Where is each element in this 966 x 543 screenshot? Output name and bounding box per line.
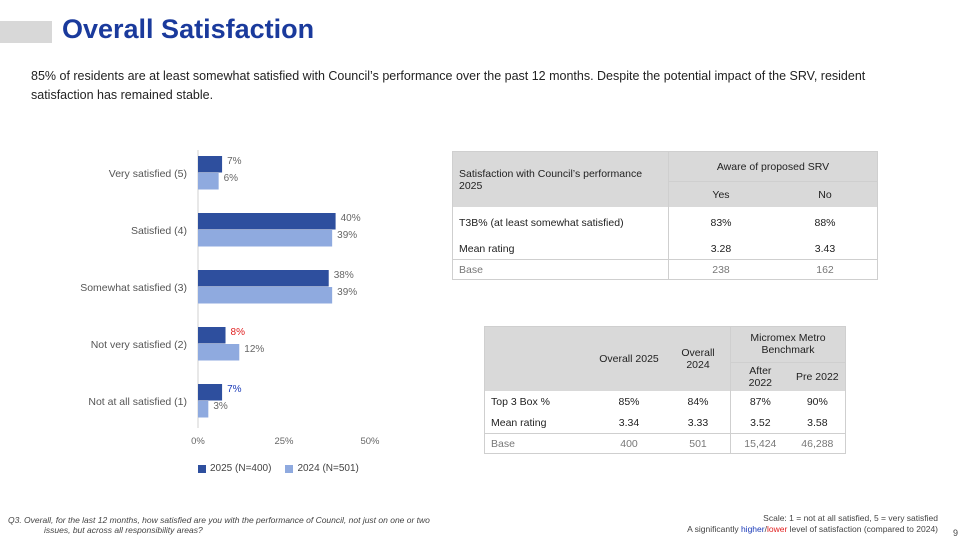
category-label: Not at all satisfied (1)	[88, 396, 187, 408]
bar-2025	[198, 213, 336, 230]
bar-2024	[198, 287, 333, 304]
legend-item-2025: 2025 (N=400)	[198, 463, 271, 474]
legend-swatch-2025	[198, 464, 206, 473]
chart-legend: 2025 (N=400) 2024 (N=501)	[198, 463, 359, 474]
cell-value: 3.33	[687, 417, 709, 429]
scale-text: Scale: 1 = not at all satisfied, 5 = ver…	[763, 513, 938, 523]
table-header-row: Overall 2025 Overall 2024 Micromex Metro…	[484, 326, 846, 371]
x-tick-label: 0%	[191, 436, 205, 447]
category-label: Not very satisfied (2)	[91, 339, 187, 351]
question-footnote: Q3. Overall, for the last 12 months, how…	[8, 515, 528, 535]
data-label: 39%	[337, 287, 357, 298]
cell-value: 90%	[806, 396, 828, 408]
scale-note: Scale: 1 = not at all satisfied, 5 = ver…	[687, 513, 938, 535]
table-row: Top 3 Box % 85% 84% 87% 90%	[485, 391, 846, 413]
bar-2025	[198, 384, 223, 401]
table-row-header: Satisfaction with Council’s performance …	[459, 167, 643, 192]
satisfaction-bar-chart: Very satisfied (5) 7% 6% Satisfied (4) 40% 39…	[80, 150, 380, 447]
cell-value: 83%	[668, 207, 773, 239]
col-header-pre-2022: Pre 2022	[789, 361, 846, 391]
sig-lower: lower	[766, 524, 788, 534]
cell-value: 88%	[814, 217, 836, 229]
page-number: 9	[952, 528, 958, 538]
page-subtitle: 85% of residents are at least somewhat s…	[31, 69, 866, 102]
sig-higher: higher	[740, 524, 765, 534]
x-tick-label: 25%	[274, 436, 294, 447]
legend-label-2025: 2025 (N=400)	[210, 463, 272, 474]
table-corner-cell	[485, 327, 593, 392]
cell-value: 84%	[687, 396, 709, 408]
table-group-header: Aware of proposed SRV	[668, 151, 878, 182]
row-label: Top 3 Box %	[491, 396, 550, 408]
table-row: T3B% (at least somewhat satisfied) 83% 8…	[453, 207, 878, 239]
question-line-1: Q3. Overall, for the last 12 months, how…	[8, 515, 430, 525]
col-header-overall-2025: Overall 2025	[599, 353, 659, 365]
data-label: 7%	[227, 156, 242, 167]
legend-label-2024: 2024 (N=501)	[297, 463, 359, 474]
row-label: T3B% (at least somewhat satisfied)	[459, 217, 624, 229]
page-title: Overall Satisfaction	[62, 14, 315, 44]
cell-value: 400	[592, 433, 666, 454]
cell-value: 501	[666, 433, 731, 454]
cell-value: 3.58	[807, 417, 828, 429]
legend-swatch-2024	[285, 464, 294, 473]
category-label: Very satisfied (5)	[109, 168, 187, 180]
col-header-yes: Yes	[668, 181, 773, 207]
row-label: Base	[484, 433, 592, 454]
data-label: 39%	[337, 230, 357, 241]
cell-value: 162	[773, 259, 878, 280]
table-header-row: Satisfaction with Council’s performance …	[452, 151, 878, 192]
sig-slash: /	[764, 524, 767, 534]
bar-2025	[198, 327, 226, 344]
bar-2024	[198, 401, 209, 418]
data-label: 12%	[244, 344, 264, 355]
legend-item-2024: 2024 (N=501)	[285, 463, 359, 474]
table-base-row: Base 400 501 15,424 46,288	[484, 433, 846, 454]
cell-value: 87%	[729, 391, 790, 413]
col-header-after-2022: After 2022	[729, 361, 790, 391]
cell-value: 85%	[618, 396, 640, 408]
data-label: 38%	[334, 270, 354, 281]
col-header-overall-2024: Overall 2024	[681, 347, 715, 371]
significance-note: A significantly higher/lower level of sa…	[687, 524, 938, 535]
data-label: 40%	[341, 213, 361, 224]
row-label: Base	[452, 259, 669, 280]
bar-2024	[198, 230, 333, 247]
x-tick-label: 50%	[360, 436, 380, 447]
question-line-2: issues, but across all responsibility ar…	[44, 525, 203, 535]
row-label: Mean rating	[459, 243, 515, 255]
title-accent-block	[0, 21, 52, 43]
bar-2024	[198, 173, 219, 190]
srv-awareness-table: Satisfaction with Council’s performance …	[452, 151, 878, 280]
category-label: Satisfied (4)	[131, 225, 187, 237]
category-label: Somewhat satisfied (3)	[80, 282, 187, 294]
sig-prefix: A significantly	[687, 524, 741, 534]
data-label: 3%	[213, 401, 228, 412]
sig-suffix: level of satisfaction (compared to 2024)	[787, 524, 938, 534]
table-group-header: Micromex Metro Benchmark	[730, 326, 846, 363]
cell-value: 3.34	[618, 417, 640, 429]
col-header-no: No	[773, 181, 878, 207]
data-label: 8%	[231, 327, 246, 338]
bar-2025	[198, 270, 329, 287]
table-base-row: Base 238 162	[452, 259, 878, 280]
bar-2024	[198, 344, 240, 361]
cell-value: 238	[668, 259, 773, 280]
bar-2025	[198, 156, 223, 173]
data-label: 6%	[224, 173, 239, 184]
table-row: Mean rating 3.34 3.33 3.52 3.58	[485, 413, 846, 434]
benchmark-table: Overall 2025 Overall 2024 Micromex Metro…	[484, 326, 846, 454]
data-label: 7%	[227, 384, 242, 395]
cell-value: 46,288	[789, 433, 846, 454]
table-row: Mean rating 3.28 3.43	[453, 239, 878, 260]
row-label: Mean rating	[491, 417, 547, 429]
cell-value: 3.28	[668, 239, 773, 260]
cell-value: 15,424	[729, 433, 790, 454]
cell-value: 3.43	[814, 243, 836, 255]
cell-value: 3.52	[729, 413, 790, 434]
